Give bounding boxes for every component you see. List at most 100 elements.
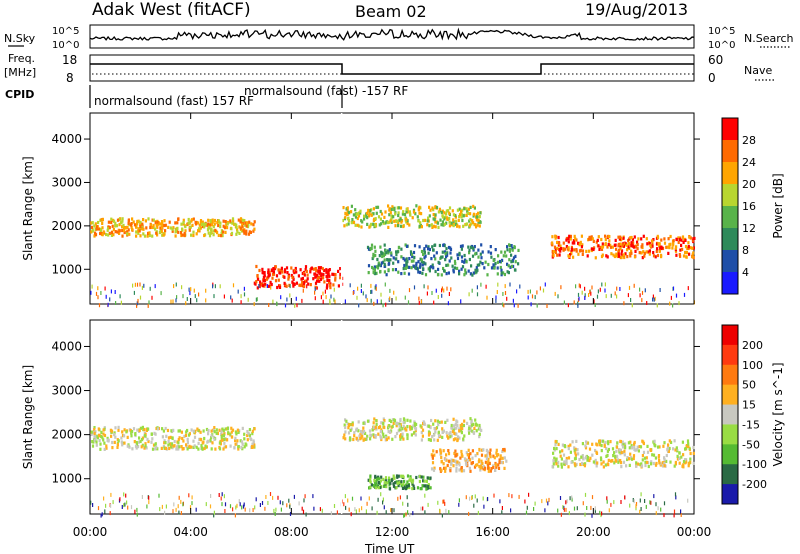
echo-cell (575, 462, 578, 466)
echo-cell (375, 427, 378, 431)
echo-cell (400, 484, 403, 488)
echo-cell (184, 225, 187, 229)
scatter-cell (593, 299, 595, 304)
echo-cell (198, 223, 201, 227)
echo-cell (391, 418, 394, 422)
echo-cell (607, 242, 610, 247)
echo-cell (388, 487, 392, 491)
echo-cell (474, 223, 477, 227)
echo-cell (384, 249, 387, 253)
echo-cell (585, 440, 588, 444)
echo-cell (186, 428, 189, 433)
scatter-cell (279, 500, 281, 505)
echo-cell (105, 446, 108, 450)
echo-cell (611, 245, 614, 249)
echo-cell (674, 246, 677, 250)
echo-cell (676, 454, 679, 458)
echo-cell (393, 419, 397, 423)
echo-cell (614, 455, 617, 459)
echo-cell (222, 219, 225, 223)
echo-cell (152, 218, 155, 222)
scatter-cell (360, 289, 362, 293)
echo-cell (210, 436, 213, 440)
echo-cell (139, 220, 142, 224)
scatter-cell (404, 295, 406, 300)
scatter-cell (393, 290, 395, 295)
colorbar-tick-label: 24 (742, 156, 756, 169)
scatter-cell (240, 294, 242, 299)
scatter-cell (264, 506, 266, 511)
scatter-cell (512, 298, 514, 303)
echo-cell (408, 210, 411, 214)
echo-cell (497, 463, 500, 467)
echo-cell (356, 223, 359, 227)
echo-cell (372, 426, 375, 430)
echo-cell (605, 254, 608, 258)
scatter-cell (189, 505, 192, 510)
scatter-cell (526, 505, 528, 510)
scatter-cell (182, 294, 184, 299)
echo-cell (618, 448, 621, 452)
scatter-cell (441, 286, 443, 291)
scatter-cell (584, 492, 587, 497)
echo-cell (463, 434, 466, 438)
echo-cell (146, 437, 149, 441)
scatter-cell (530, 302, 532, 307)
scatter-cell (235, 505, 237, 510)
echo-cell (171, 436, 174, 440)
echo-cell (591, 442, 594, 446)
echo-cell (354, 208, 357, 212)
echo-cell (656, 247, 659, 251)
echo-cell (647, 464, 650, 469)
echo-cell (691, 255, 694, 259)
echo-cell (658, 249, 661, 253)
scatter-cell (663, 501, 666, 506)
scatter-cell (213, 294, 215, 299)
echo-cell (103, 433, 107, 438)
echo-cell (384, 479, 387, 483)
echo-cell (383, 484, 386, 488)
echo-cell (339, 267, 342, 271)
echo-cell (420, 258, 423, 262)
echo-cell (450, 256, 453, 260)
echo-cell (248, 220, 251, 224)
echo-cell (456, 460, 459, 464)
scatter-cell (480, 282, 482, 287)
echo-cell (554, 439, 557, 444)
echo-cell (580, 455, 583, 459)
scatter-cell (655, 502, 657, 507)
echo-cell (414, 433, 417, 437)
scatter-cell (578, 296, 580, 301)
echo-cell (342, 206, 345, 210)
echo-cell (135, 230, 138, 234)
echo-cell (464, 268, 467, 272)
echo-cell (468, 426, 471, 430)
echo-cell (462, 224, 465, 228)
echo-cell (567, 456, 571, 460)
cpid-text-1: normalsound (fast) 157 RF (94, 94, 254, 108)
echo-cell (673, 439, 676, 443)
echo-cell (659, 246, 662, 250)
echo-cell (651, 244, 654, 248)
scatter-cell (322, 291, 324, 296)
scatter-cell (324, 289, 326, 294)
echo-cell (692, 251, 695, 255)
echo-cell (400, 255, 403, 259)
echo-cell (167, 225, 170, 229)
echo-cell (219, 225, 222, 229)
scatter-cell (571, 497, 573, 502)
echo-cell (481, 461, 484, 466)
echo-cell (451, 209, 454, 213)
echo-cell (402, 417, 406, 421)
echo-cell (381, 254, 384, 259)
echo-cell (410, 252, 414, 256)
echo-cell (207, 225, 211, 229)
cpid-text-2: normalsound (fast) -157 RF (244, 84, 408, 98)
echo-cell (636, 240, 639, 244)
echo-cell (205, 427, 209, 432)
echo-cell (405, 210, 408, 214)
echo-cell (676, 457, 679, 461)
echo-cell (181, 436, 184, 441)
echo-cell (436, 273, 440, 277)
echo-cell (374, 425, 377, 429)
